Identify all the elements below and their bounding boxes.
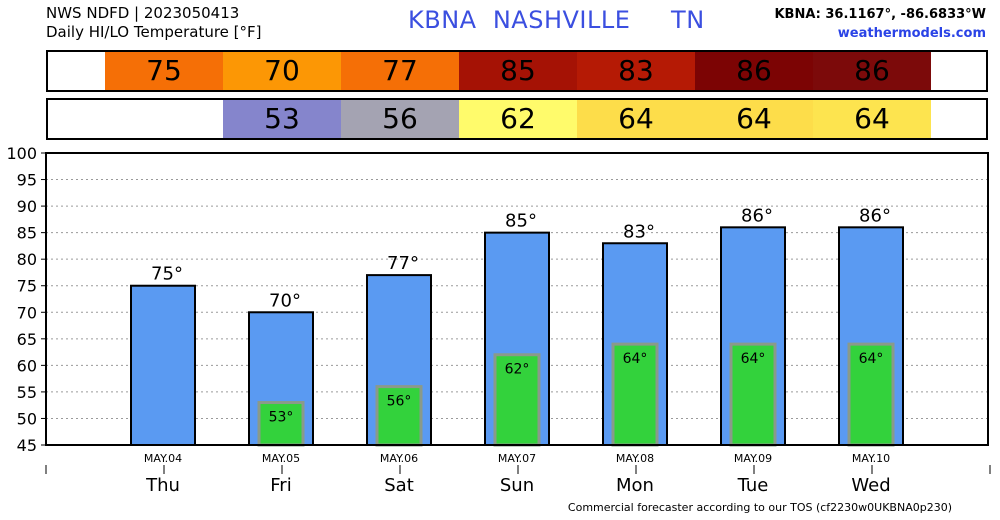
hi-bar xyxy=(602,242,668,446)
date-label: MAY.07 xyxy=(498,452,536,465)
date-label: MAY.08 xyxy=(616,452,654,465)
footer-note: Commercial forecaster according to our T… xyxy=(567,501,952,514)
hi-bar xyxy=(366,274,432,447)
hi-bar xyxy=(484,231,550,446)
plot-frame xyxy=(45,152,989,446)
day-label: Sat xyxy=(384,475,414,496)
lo-strip-cell: 56 xyxy=(341,100,459,138)
y-tick-label: 100 xyxy=(6,144,37,163)
plot-area xyxy=(46,153,988,445)
y-tick-label: 85 xyxy=(17,224,37,243)
lo-bar xyxy=(257,401,305,447)
date-label: MAY.10 xyxy=(852,452,890,465)
y-tick-label: 55 xyxy=(17,383,37,402)
chart-header-left: NWS NDFD | 2023050413 Daily HI/LO Temper… xyxy=(46,4,262,42)
lo-bar xyxy=(611,342,659,447)
hi-strip-cell: 86 xyxy=(695,52,813,90)
hi-strip-cell: 70 xyxy=(223,52,341,90)
site-link[interactable]: weathermodels.com xyxy=(837,26,986,41)
station-coords: KBNA: 36.1167°, -86.6833°W xyxy=(774,7,986,22)
hi-bar-label: 86° xyxy=(741,205,773,226)
y-tick-label: 95 xyxy=(17,171,37,190)
date-label: MAY.05 xyxy=(262,452,300,465)
hi-bar-label: 86° xyxy=(859,205,891,226)
lo-strip-cell: 64 xyxy=(813,100,931,138)
y-tick-label: 50 xyxy=(17,409,37,428)
day-label: Thu xyxy=(145,475,180,496)
hi-strip-cell: 77 xyxy=(341,52,459,90)
model-run-label: NWS NDFD | 2023050413 xyxy=(46,4,240,22)
hi-temp-strip: 75 70 77 85 83 86 86 xyxy=(46,50,988,92)
lo-bar-label: 64° xyxy=(741,351,766,367)
hi-strip-cell: 83 xyxy=(577,52,695,90)
lo-temp-strip: 53 56 62 64 64 64 xyxy=(46,98,988,140)
hi-strip-cell: 86 xyxy=(813,52,931,90)
hi-bar-label: 70° xyxy=(269,290,301,311)
lo-bar xyxy=(375,385,423,447)
day-label: Mon xyxy=(616,475,654,496)
day-label: Sun xyxy=(500,475,534,496)
lo-bar-label: 64° xyxy=(859,351,884,367)
day-label: Fri xyxy=(270,475,291,496)
lo-strip-cell: 53 xyxy=(223,100,341,138)
lo-bar xyxy=(847,342,895,447)
lo-bar-label: 53° xyxy=(269,410,294,426)
lo-bar xyxy=(729,342,777,447)
hi-bar-label: 75° xyxy=(151,264,183,285)
chart-header-right: KBNA: 36.1167°, -86.6833°W weathermodels… xyxy=(774,5,986,43)
lo-strip-cell: 64 xyxy=(577,100,695,138)
y-tick-label: 80 xyxy=(17,250,37,269)
hi-strip-cell: 85 xyxy=(459,52,577,90)
hi-bar xyxy=(838,226,904,446)
y-tick-label: 70 xyxy=(17,303,37,322)
hi-bar-label: 77° xyxy=(387,253,419,274)
lo-bar-label: 56° xyxy=(387,394,412,410)
date-label: MAY.04 xyxy=(144,452,182,465)
y-tick-label: 75 xyxy=(17,277,37,296)
station-title: KBNA NASHVILLE TN xyxy=(408,6,705,34)
lo-strip-cell xyxy=(105,100,223,138)
hi-bar-label: 85° xyxy=(505,211,537,232)
date-label: MAY.06 xyxy=(380,452,418,465)
lo-bar-label: 64° xyxy=(623,351,648,367)
hi-bar xyxy=(248,311,314,447)
y-tick-label: 90 xyxy=(17,197,37,216)
lo-strip-cell: 62 xyxy=(459,100,577,138)
lo-bar xyxy=(493,353,541,447)
lo-strip-cell: 64 xyxy=(695,100,813,138)
hi-bar xyxy=(720,226,786,446)
day-label: Tue xyxy=(737,475,769,496)
hi-bar-label: 83° xyxy=(623,221,655,242)
y-tick-label: 65 xyxy=(17,330,37,349)
hi-bar xyxy=(130,284,196,446)
y-tick-label: 45 xyxy=(17,436,37,455)
hi-strip-cell: 75 xyxy=(105,52,223,90)
chart-title: Daily HI/LO Temperature [°F] xyxy=(46,23,262,41)
lo-bar-label: 62° xyxy=(505,362,530,378)
date-label: MAY.09 xyxy=(734,452,772,465)
day-label: Wed xyxy=(851,475,890,496)
y-tick-label: 60 xyxy=(17,356,37,375)
